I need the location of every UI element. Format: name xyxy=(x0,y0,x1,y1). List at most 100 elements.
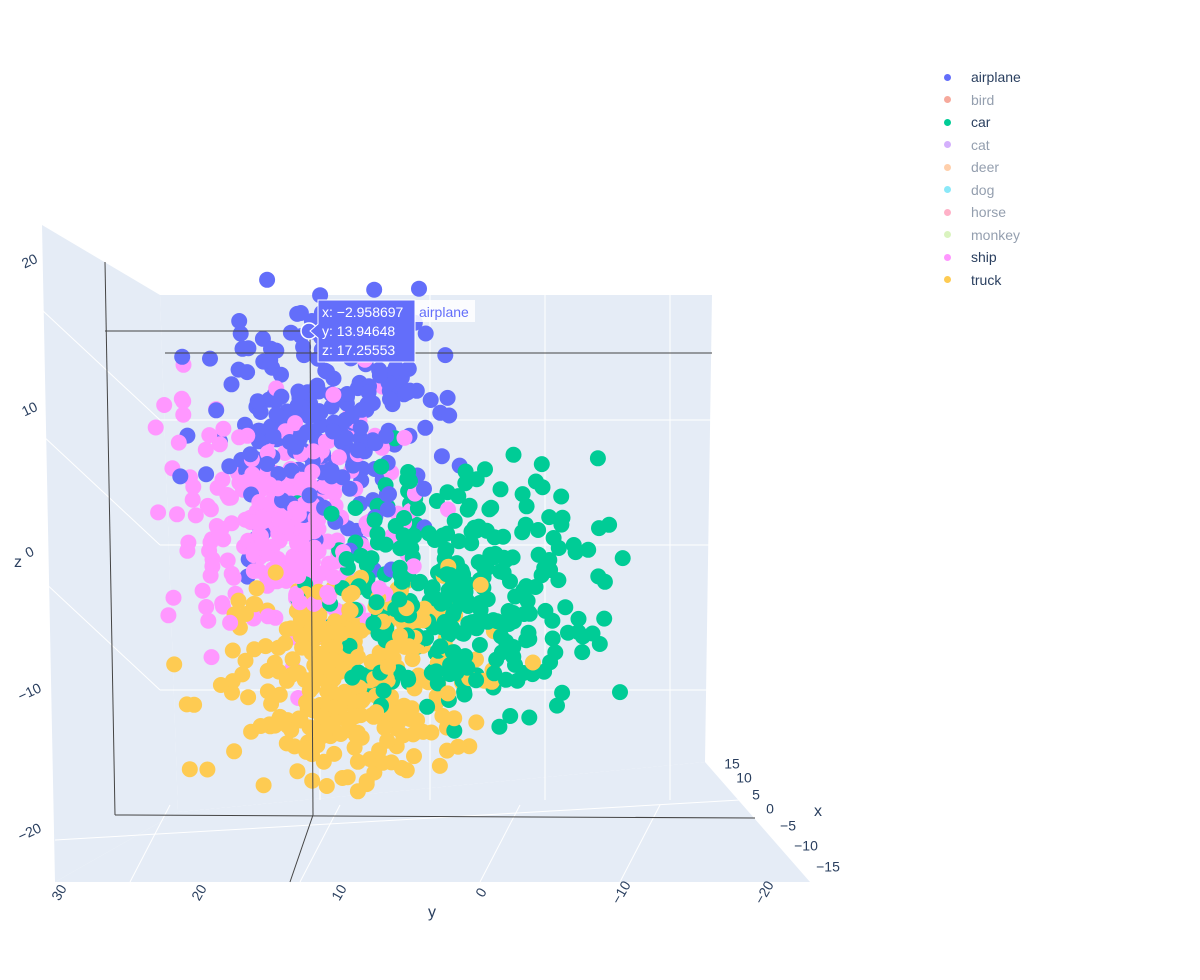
data-point-car[interactable] xyxy=(537,602,554,619)
data-point-ship[interactable] xyxy=(222,614,239,631)
data-point-car[interactable] xyxy=(439,484,456,501)
data-point-truck[interactable] xyxy=(313,708,330,725)
data-point-ship[interactable] xyxy=(150,504,167,521)
data-point-ship[interactable] xyxy=(304,553,321,570)
data-point-airplane[interactable] xyxy=(301,487,318,504)
data-point-car[interactable] xyxy=(482,546,499,563)
data-point-car[interactable] xyxy=(377,536,394,553)
data-point-ship[interactable] xyxy=(200,612,217,629)
data-point-car[interactable] xyxy=(500,616,517,632)
data-point-car[interactable] xyxy=(612,684,628,701)
data-point-car[interactable] xyxy=(486,665,503,682)
data-point-car[interactable] xyxy=(438,566,455,583)
data-point-airplane[interactable] xyxy=(399,384,416,401)
data-point-airplane[interactable] xyxy=(242,446,259,463)
data-point-car[interactable] xyxy=(589,450,606,467)
data-point-truck[interactable] xyxy=(266,654,283,671)
data-point-car[interactable] xyxy=(437,543,454,559)
data-point-ship[interactable] xyxy=(215,531,232,548)
data-point-ship[interactable] xyxy=(231,429,248,446)
data-point-car[interactable] xyxy=(505,446,522,463)
data-point-truck[interactable] xyxy=(313,728,330,745)
data-point-car[interactable] xyxy=(521,605,538,622)
data-point-car[interactable] xyxy=(498,671,514,688)
data-point-car[interactable] xyxy=(455,625,472,642)
data-point-truck[interactable] xyxy=(337,690,354,707)
data-point-airplane[interactable] xyxy=(364,395,381,412)
data-point-truck[interactable] xyxy=(292,712,309,729)
data-point-airplane[interactable] xyxy=(339,386,356,402)
data-point-car[interactable] xyxy=(396,510,412,526)
data-point-ship[interactable] xyxy=(170,434,187,451)
data-point-car[interactable] xyxy=(530,522,547,538)
data-point-ship[interactable] xyxy=(202,567,219,584)
data-point-truck[interactable] xyxy=(461,738,478,755)
data-point-car[interactable] xyxy=(410,575,427,592)
legend-item-deer[interactable]: deer xyxy=(940,156,1080,179)
data-point-airplane[interactable] xyxy=(319,363,335,380)
data-point-airplane[interactable] xyxy=(172,468,189,485)
data-point-ship[interactable] xyxy=(173,390,190,407)
data-point-airplane[interactable] xyxy=(379,501,396,518)
data-point-car[interactable] xyxy=(463,614,480,631)
data-point-car[interactable] xyxy=(521,631,538,647)
data-point-airplane[interactable] xyxy=(382,391,398,407)
data-point-car[interactable] xyxy=(471,637,488,653)
data-point-car[interactable] xyxy=(504,639,521,656)
data-point-ship[interactable] xyxy=(147,419,164,436)
data-point-ship[interactable] xyxy=(197,441,214,458)
data-point-airplane[interactable] xyxy=(366,281,383,298)
data-point-truck[interactable] xyxy=(226,743,243,760)
data-point-car[interactable] xyxy=(518,578,535,595)
data-point-truck[interactable] xyxy=(346,708,363,725)
data-point-truck[interactable] xyxy=(307,628,324,645)
data-point-ship[interactable] xyxy=(255,508,272,525)
data-point-ship[interactable] xyxy=(251,494,268,510)
data-point-car[interactable] xyxy=(488,651,505,668)
data-point-car[interactable] xyxy=(368,594,385,611)
data-point-airplane[interactable] xyxy=(411,280,427,297)
data-point-airplane[interactable] xyxy=(283,462,300,479)
data-point-car[interactable] xyxy=(533,567,550,584)
data-point-car[interactable] xyxy=(495,549,512,566)
data-point-truck[interactable] xyxy=(296,740,313,757)
data-point-truck[interactable] xyxy=(318,778,335,794)
data-point-car[interactable] xyxy=(557,599,574,616)
data-point-airplane[interactable] xyxy=(232,325,249,342)
data-point-ship[interactable] xyxy=(299,524,316,541)
data-point-car[interactable] xyxy=(468,672,485,689)
data-point-truck[interactable] xyxy=(439,685,456,702)
data-point-airplane[interactable] xyxy=(298,424,315,441)
data-point-truck[interactable] xyxy=(278,735,295,752)
data-point-ship[interactable] xyxy=(160,607,177,624)
data-point-car[interactable] xyxy=(423,582,440,599)
data-point-airplane[interactable] xyxy=(400,360,417,377)
data-point-ship[interactable] xyxy=(259,608,276,625)
data-point-truck[interactable] xyxy=(376,719,393,736)
data-point-car[interactable] xyxy=(391,559,408,576)
data-point-ship[interactable] xyxy=(214,595,231,612)
data-point-car[interactable] xyxy=(419,698,436,715)
data-point-ship[interactable] xyxy=(202,501,219,518)
data-point-ship[interactable] xyxy=(184,491,201,508)
data-point-car[interactable] xyxy=(365,615,382,632)
data-point-airplane[interactable] xyxy=(367,435,384,452)
data-point-car[interactable] xyxy=(553,488,570,505)
data-point-airplane[interactable] xyxy=(381,486,397,503)
data-point-airplane[interactable] xyxy=(433,448,450,465)
data-point-truck[interactable] xyxy=(332,726,349,742)
data-point-airplane[interactable] xyxy=(259,271,276,288)
data-point-car[interactable] xyxy=(366,512,383,529)
data-point-car[interactable] xyxy=(591,520,607,537)
data-point-car[interactable] xyxy=(495,564,512,581)
data-point-car[interactable] xyxy=(353,547,369,564)
data-point-car[interactable] xyxy=(428,663,445,680)
data-point-truck[interactable] xyxy=(393,760,410,776)
data-point-car[interactable] xyxy=(475,558,492,575)
data-point-truck[interactable] xyxy=(324,651,341,668)
data-point-truck[interactable] xyxy=(252,718,269,734)
data-point-car[interactable] xyxy=(446,512,463,529)
data-point-ship[interactable] xyxy=(325,386,342,403)
data-point-airplane[interactable] xyxy=(325,423,341,440)
data-point-airplane[interactable] xyxy=(416,480,432,497)
